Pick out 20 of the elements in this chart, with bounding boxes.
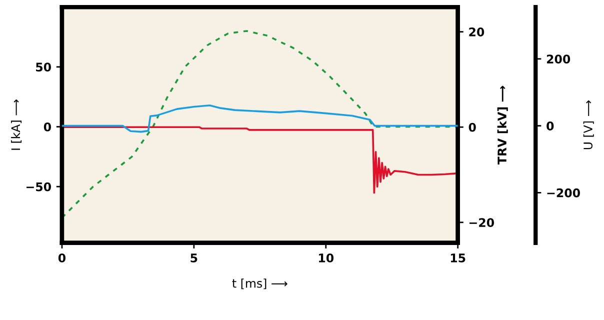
line-series <box>62 104 458 133</box>
y-tick-label: −50 <box>26 182 51 192</box>
line-series <box>62 30 458 219</box>
x-tick-label: 10 <box>318 254 334 262</box>
y2-tick-label: 0 <box>468 122 476 132</box>
x-tick-label: 5 <box>190 254 198 262</box>
y3-tick-label: 200 <box>546 54 570 64</box>
line-series <box>62 126 458 194</box>
x-tick-label: 15 <box>450 254 466 262</box>
y2-tick-label: 20 <box>469 28 484 36</box>
y-tick-label: 50 <box>36 62 51 72</box>
y2-axis-title: TRV [kV] ⟶ <box>497 86 508 165</box>
y-axis-title: I [kA] ⟶ <box>11 100 22 150</box>
y2-tick-label: −20 <box>470 218 494 228</box>
x-tick-label: 0 <box>58 254 66 262</box>
x-axis-title: t [ms] ⟶ <box>232 278 288 290</box>
y3-tick-label: 0 <box>546 122 554 130</box>
y3-axis-title: U [V] ⟶ <box>583 100 594 150</box>
y3-tick-label: −200 <box>547 188 580 198</box>
y-tick-label: 0 <box>44 122 51 132</box>
